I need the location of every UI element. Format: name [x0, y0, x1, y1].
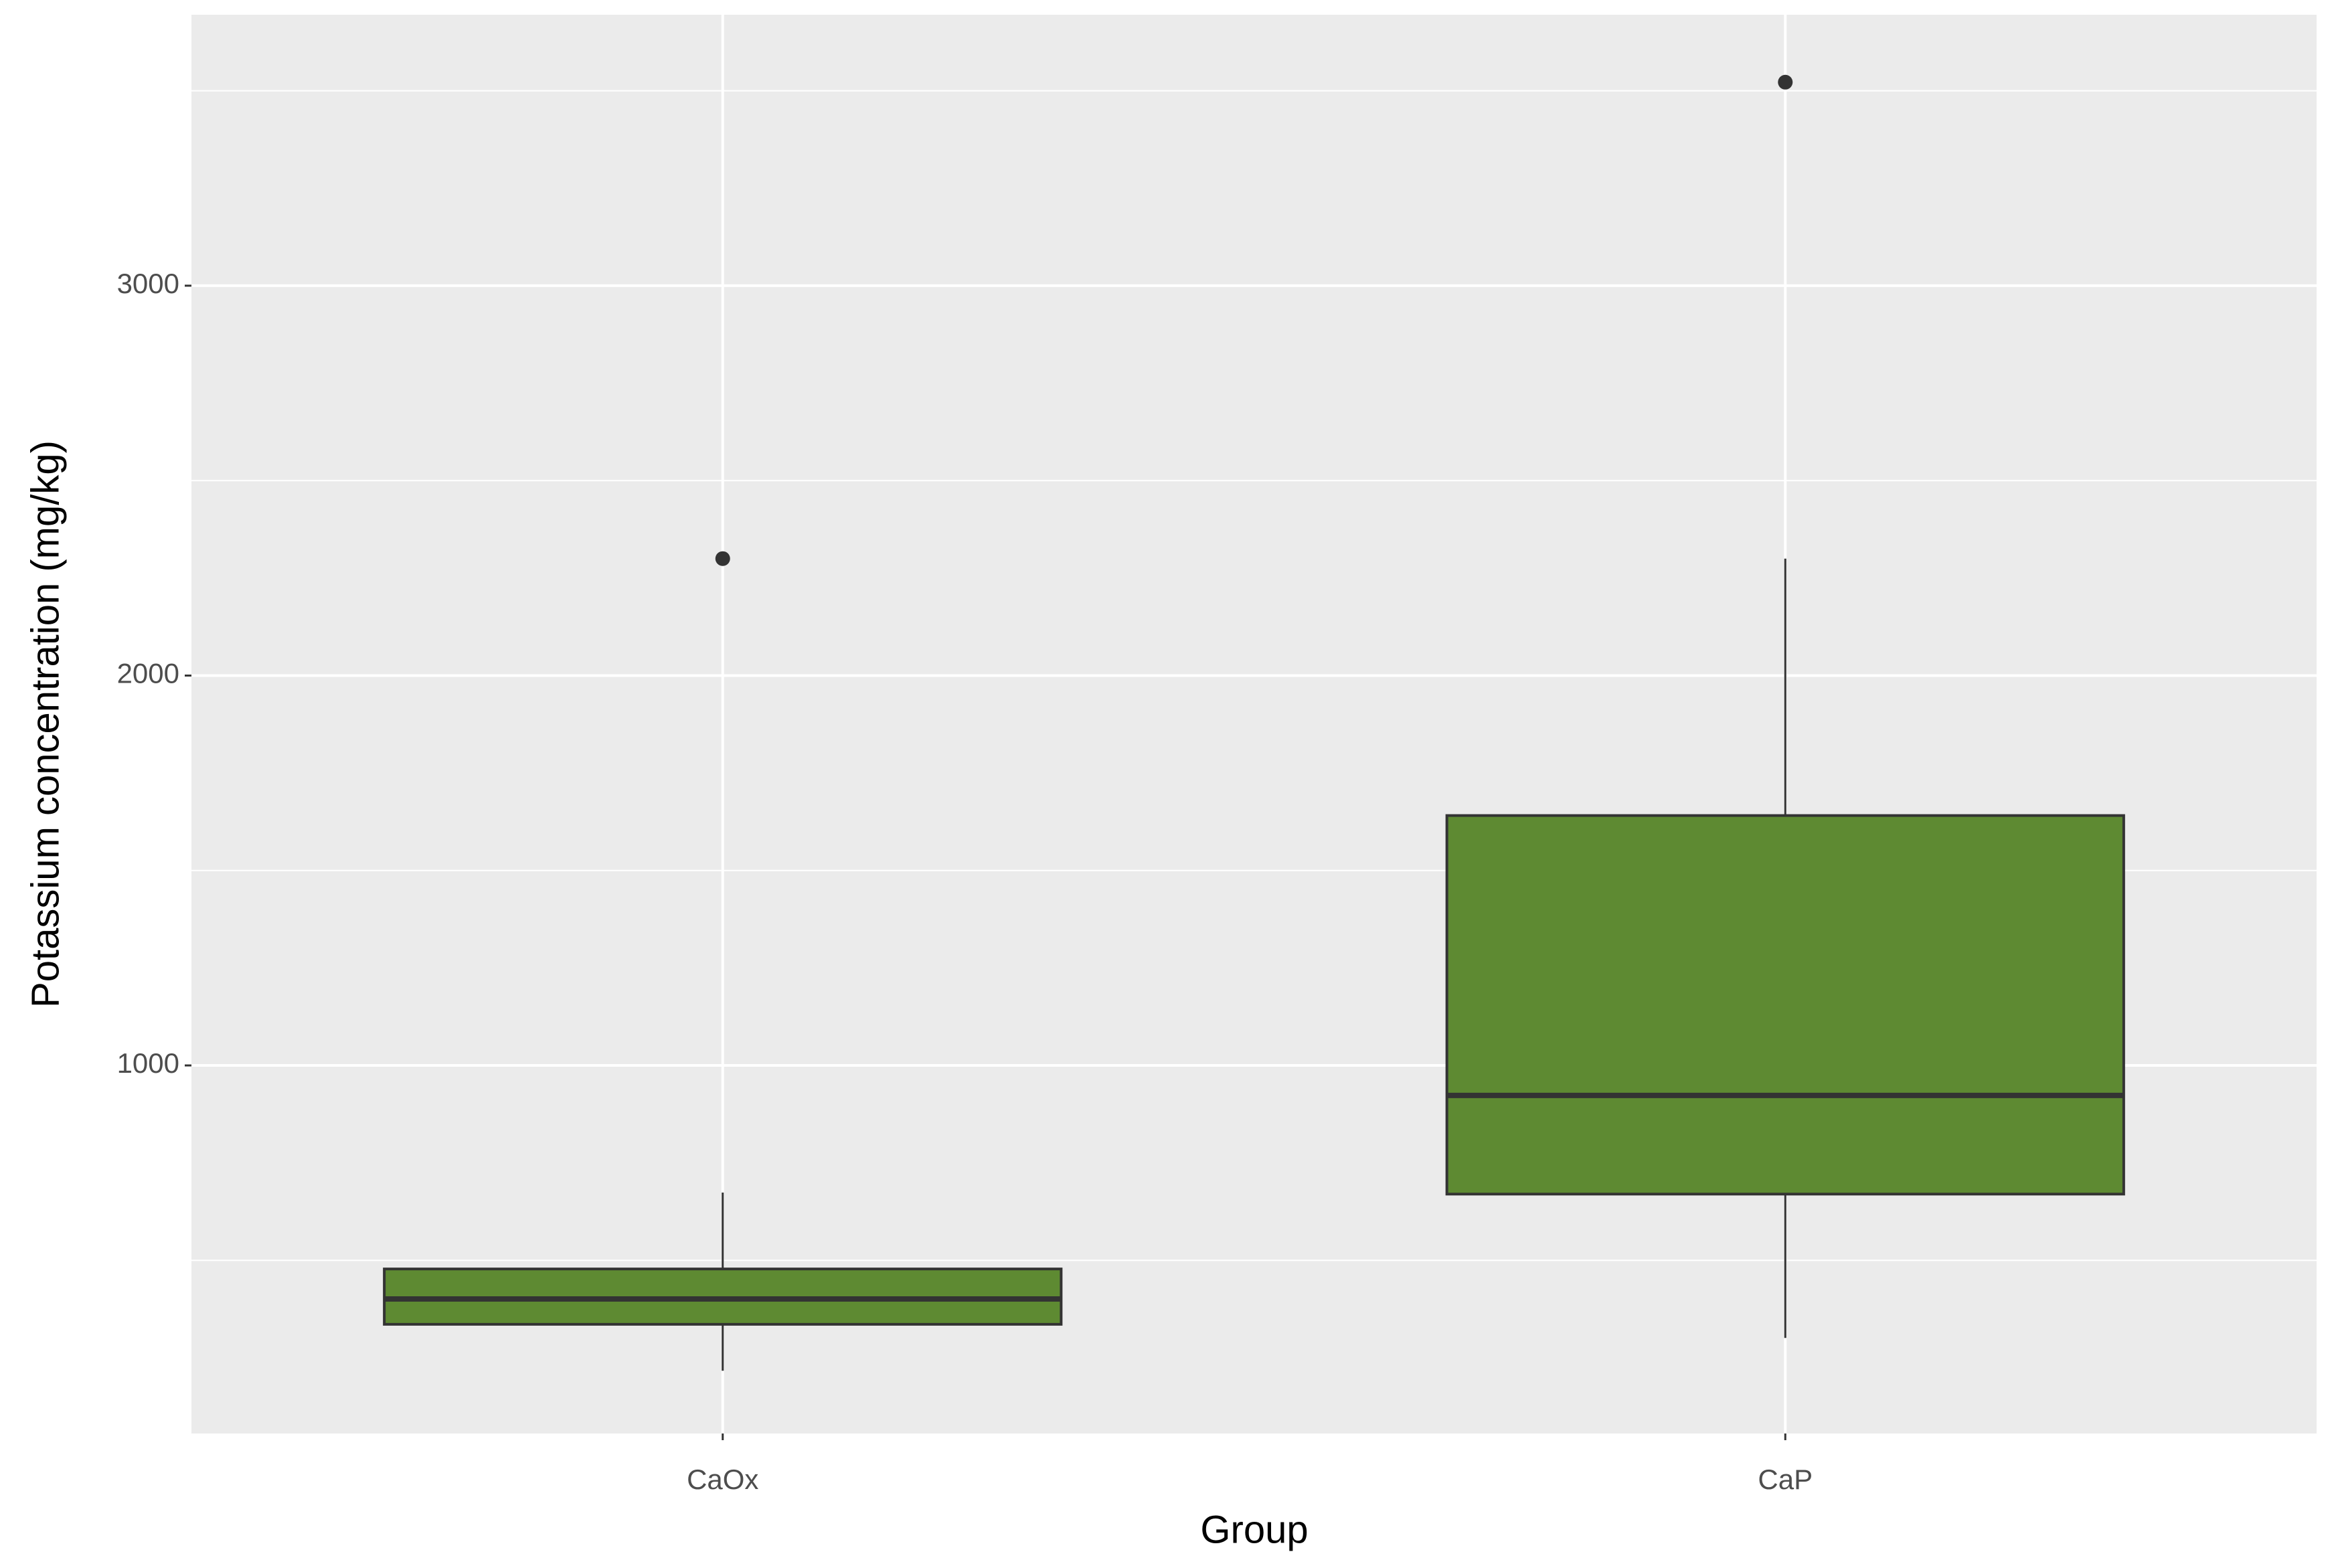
x-axis-title: Group	[1200, 1508, 1308, 1551]
box	[1445, 814, 2125, 1196]
x-tick-label: CaP	[1758, 1464, 1813, 1495]
plot-panel	[191, 15, 2317, 1433]
y-tick-label: 1000	[117, 1047, 179, 1079]
outlier	[715, 551, 730, 566]
x-tick-label: CaOx	[687, 1464, 758, 1495]
outlier	[1778, 74, 1793, 90]
y-tick-label: 2000	[117, 658, 179, 689]
y-tick-label: 3000	[117, 268, 179, 299]
y-axis-title: Potassium concentration (mg/kg)	[23, 440, 67, 1008]
